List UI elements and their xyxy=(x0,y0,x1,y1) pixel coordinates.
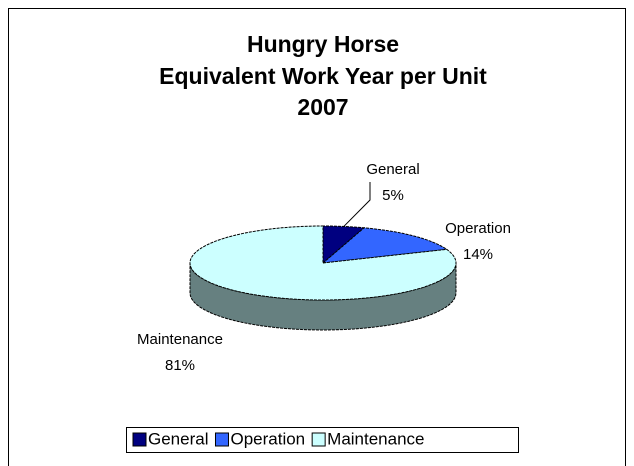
data-label-name: Operation xyxy=(445,220,511,237)
legend-swatch xyxy=(132,432,147,447)
chart-title: Equivalent Work Year per Unit xyxy=(159,63,487,89)
chart-title: 2007 xyxy=(297,94,348,120)
pie-slice xyxy=(189,225,457,301)
data-label-value: 5% xyxy=(382,187,404,204)
pie-slice xyxy=(321,227,449,264)
data-label-value: 81% xyxy=(165,357,195,374)
legend-label: General xyxy=(148,429,208,448)
data-label-value: 14% xyxy=(463,246,493,263)
leader-line xyxy=(343,182,371,227)
legend-swatch xyxy=(214,432,229,447)
data-label-name: Maintenance xyxy=(137,331,223,348)
legend-swatch xyxy=(311,432,326,447)
chart-title: Hungry Horse xyxy=(247,31,399,57)
legend-label: Maintenance xyxy=(327,429,424,448)
legend-label: Operation xyxy=(230,429,305,448)
data-label-name: General xyxy=(366,161,419,178)
